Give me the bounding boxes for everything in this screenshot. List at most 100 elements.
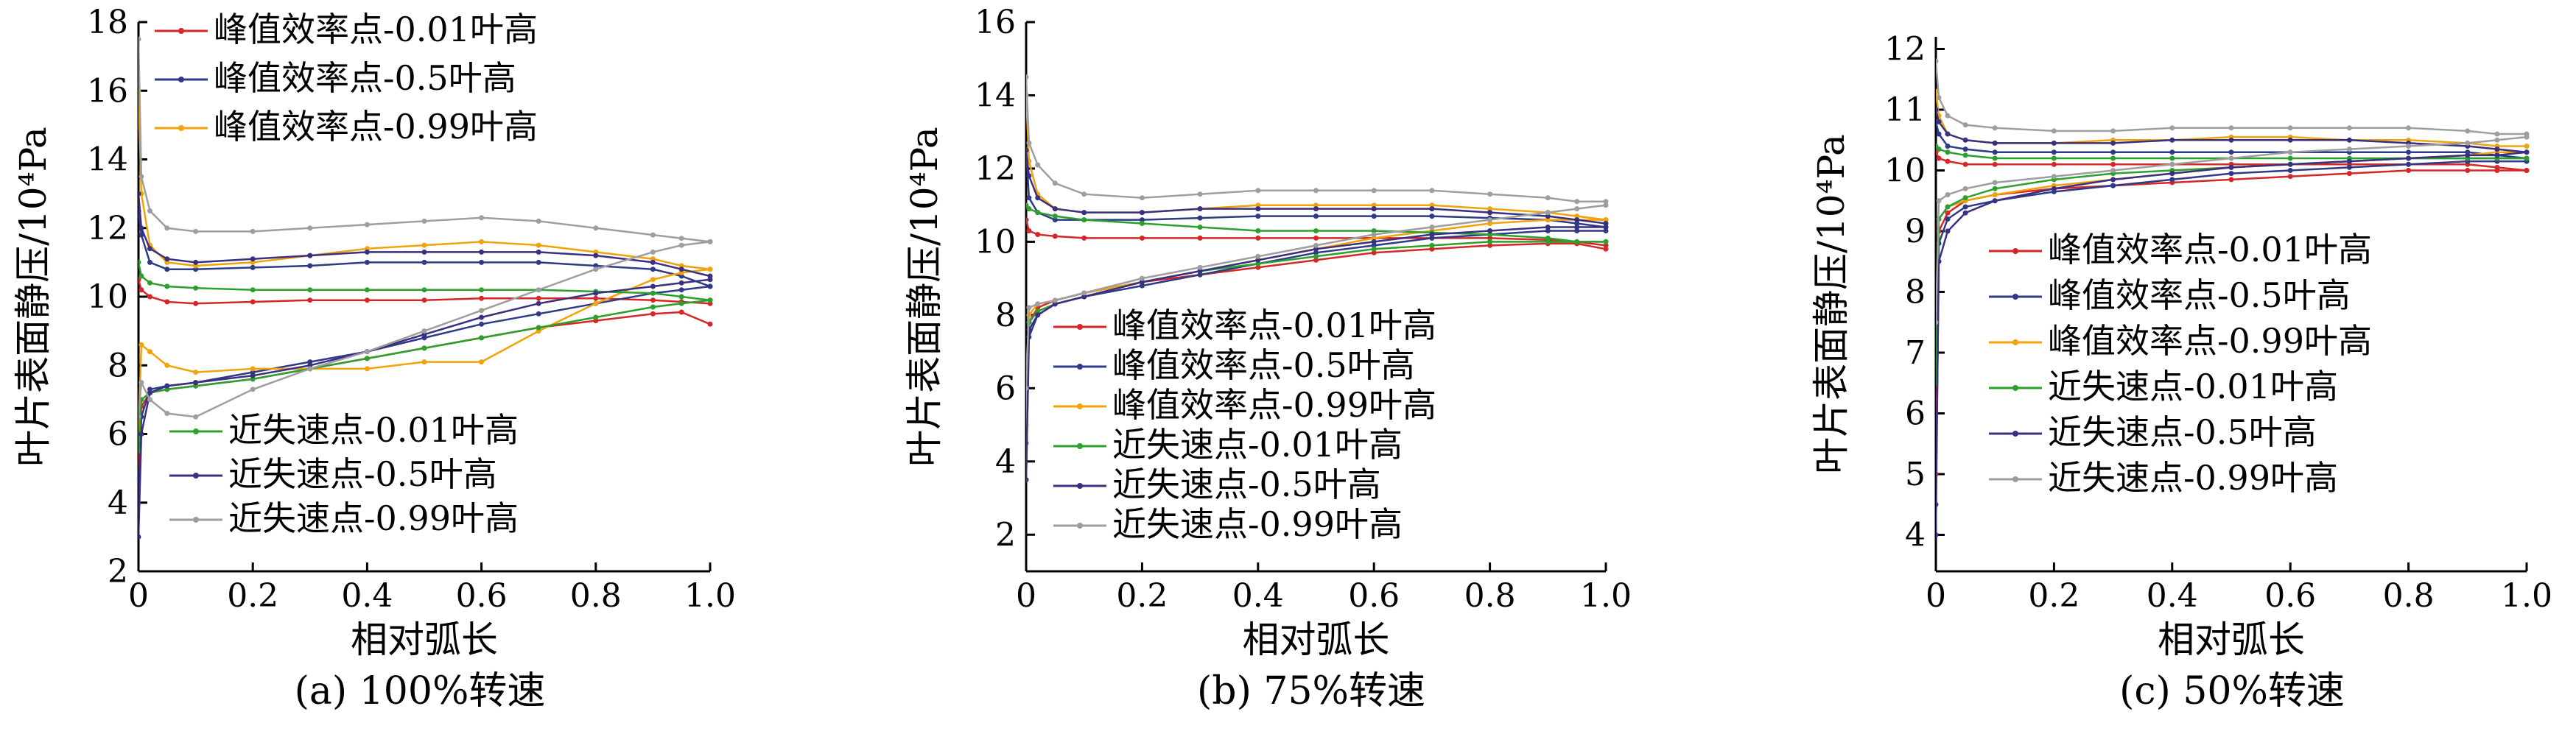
data-point-2-suction [138,342,144,347]
data-point-4-pressure [1429,206,1435,212]
data-point-4-suction [1081,294,1087,300]
data-point-4-pressure [1545,214,1551,219]
data-point-5-pressure [147,208,152,214]
data-point-1-suction [1574,228,1580,233]
data-point-4-suction [2524,149,2530,155]
data-point-1-suction [1371,242,1377,248]
data-point-1-pressure [1945,144,1951,149]
legend-label: 峰值效率点-0.5叶高 [2048,275,2351,315]
data-point-4-suction [536,300,541,306]
data-point-1-pressure [250,264,256,270]
data-point-0-suction [650,311,656,317]
data-point-5-suction [2346,147,2352,152]
data-point-5-pressure [1945,113,1951,119]
data-point-5-suction [2524,134,2530,140]
x-tick-label: 1.0 [684,577,736,615]
legend-marker [1077,483,1083,489]
data-point-0-pressure [593,295,599,301]
data-point-3-pressure [2110,155,2116,161]
data-point-5-pressure [593,225,599,231]
data-point-2-pressure [479,239,485,244]
legend-marker [193,517,199,523]
data-point-5-pressure [1936,95,1942,100]
data-point-1-pressure [1992,149,1998,155]
data-point-5-suction [2287,149,2293,155]
legend-marker [178,28,184,34]
y-tick-label: 5 [1905,456,1926,493]
y-tick-label: 10 [87,278,128,316]
data-point-5-suction [138,414,141,420]
data-point-4-pressure [1574,217,1580,223]
data-point-4-suction [2494,152,2500,158]
x-tick-label: 0.8 [2383,577,2435,615]
data-point-4-suction [1992,198,1998,204]
data-point-4-pressure [593,253,599,258]
chart-c: 0 0.2 0.4 0.6 0.8 1.0 4 5 6 7 8 9 10 11 12 相对弧长 叶片表面静压/1… [1810,31,2552,714]
data-point-1-pressure [421,259,427,265]
data-point-5-suction [1035,301,1041,307]
y-tick-label: 16 [87,72,128,110]
y-axis-title: 叶片表面静压/10⁴Pa [12,127,55,467]
legend: 峰值效率点-0.01叶高峰值效率点-0.5叶高峰值效率点-0.99叶高近失速点-… [1053,306,1436,544]
legend-marker [178,125,184,131]
data-point-5-suction [1574,206,1580,212]
data-point-3-pressure [1487,232,1493,237]
data-point-0-pressure [1313,235,1319,241]
legend-label: 峰值效率点-0.5叶高 [214,58,516,98]
data-point-2-suction [479,359,485,365]
y-axis-title: 叶片表面静压/10⁴Pa [903,127,946,467]
data-point-1-pressure [2228,149,2234,155]
data-point-5-pressure [1371,188,1377,194]
data-point-0-pressure [1992,161,1998,167]
data-point-3-suction [593,314,599,320]
legend-marker [2012,339,2018,345]
data-point-3-pressure [1255,228,1261,233]
data-point-2-suction [1992,192,1998,197]
data-point-4-pressure [1487,210,1493,216]
legend-label: 峰值效率点-0.01叶高 [214,10,538,49]
legend-label: 近失速点-0.01叶高 [1112,425,1403,465]
data-point-2-suction [164,362,170,368]
data-point-0-suction [707,321,713,327]
data-point-5-suction [1052,297,1058,303]
data-point-5-pressure [1026,140,1032,146]
data-point-0-pressure [421,297,427,303]
data-point-5-pressure [2228,125,2234,131]
data-point-3-suction [1992,186,1998,191]
data-point-3-suction [1545,239,1551,244]
data-point-2-suction [1545,217,1551,223]
data-point-0-pressure [2051,161,2057,167]
data-point-1-pressure [147,259,152,265]
data-point-1-pressure [1139,217,1145,223]
data-point-5-suction [250,387,256,392]
data-point-2-suction [250,366,256,372]
y-tick-label: 7 [1905,334,1926,372]
data-point-5-suction [2494,137,2500,143]
data-point-4-pressure [1313,206,1319,212]
data-point-0-pressure [364,297,370,303]
data-point-1-suction [1139,283,1145,289]
data-point-4-pressure [2051,140,2057,146]
data-point-4-suction [2465,152,2471,158]
data-point-3-pressure [678,294,684,300]
data-point-0-pressure [1603,242,1609,248]
x-tick-label: 0.6 [456,577,508,615]
data-point-3-suction [650,304,656,310]
data-point-4-pressure [1026,173,1032,179]
data-point-3-pressure [1545,235,1551,241]
data-point-5-suction [1945,192,1951,197]
data-point-5-suction [1255,253,1261,259]
data-point-0-pressure [1026,217,1029,223]
y-tick-label: 4 [1905,517,1926,554]
data-point-2-pressure [536,242,541,248]
data-point-1-pressure [364,259,370,265]
data-point-4-suction [678,280,684,286]
y-tick-label: 11 [1884,91,1926,129]
data-point-4-pressure [138,225,144,231]
y-tick-label: 8 [995,297,1016,334]
data-point-4-pressure [1081,210,1087,216]
data-point-5-suction [193,414,199,420]
legend-label: 近失速点-0.01叶高 [2048,367,2338,406]
data-point-5-suction [1197,264,1203,270]
